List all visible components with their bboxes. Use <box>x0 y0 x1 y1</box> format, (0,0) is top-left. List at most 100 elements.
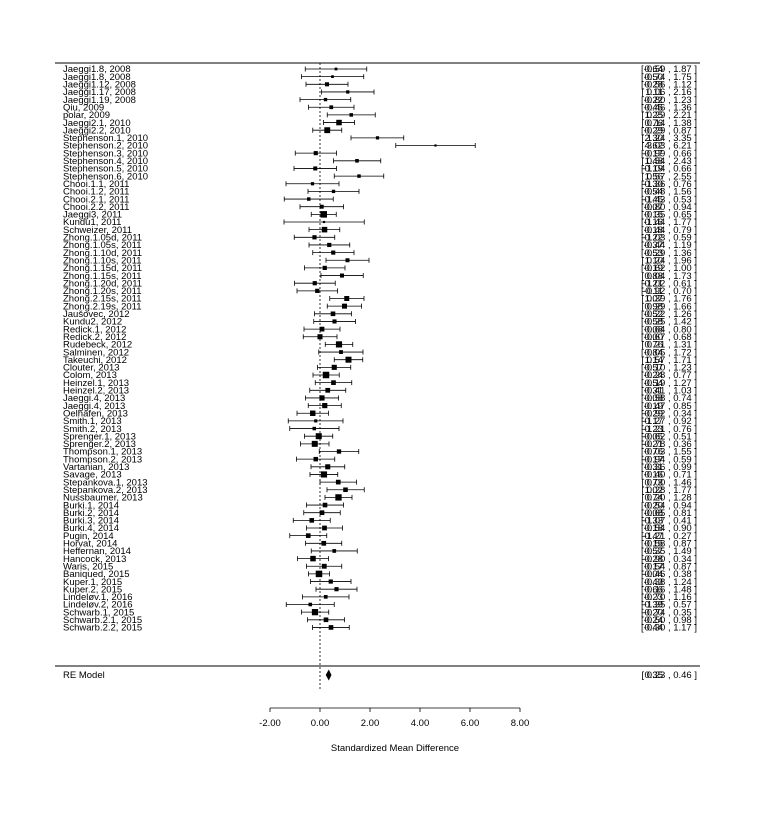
ci-values: [-1.43 , 0.53 ] <box>641 194 697 205</box>
estimate-value: 0.15 <box>645 539 664 550</box>
point-estimate <box>310 555 316 562</box>
estimate-value: 0.84 <box>645 347 664 358</box>
ci-values: [-0.38 , 1.24 ] <box>641 577 697 588</box>
estimate-value: 0.07 <box>645 202 664 213</box>
study-row: Stephenson.6, 2010 1.56[ 0.57 , 2.55 ] <box>63 171 697 182</box>
study-row: Kundu1, 2011 0.16[-1.44 , 1.77 ] <box>63 217 697 228</box>
point-estimate <box>328 625 334 630</box>
study-label: Heinzel.1, 2013 <box>63 378 129 389</box>
study-row: Redick.1, 2012 0.08[-0.64 , 0.80 ] <box>63 324 697 335</box>
study-row: Salminen, 2012 0.84[-0.05 , 1.72 ] <box>63 347 697 358</box>
ci-values: [-0.28 , 0.77 ] <box>641 370 697 381</box>
study-row: Zhong.2.15s, 2011 1.07[ 0.39 , 1.76 ] <box>63 294 697 305</box>
ci-values: [-0.25 , 1.42 ] <box>641 317 697 328</box>
study-label: Thompson.2, 2013 <box>63 454 142 465</box>
summary-row: RE Model 0.35[ 0.23 , 0.46 ] <box>63 669 697 681</box>
study-row: Smith.1, 2013 -0.17[-1.27 , 0.92 ] <box>63 416 697 427</box>
ci-values: [-0.54 , 0.90 ] <box>641 523 697 534</box>
x-tick-label: 0.00 <box>311 718 330 729</box>
ci-values: [ 0.29 , 2.21 ] <box>642 110 697 121</box>
point-estimate <box>332 549 337 553</box>
study-label: Zhong.1.10d, 2011 <box>63 248 142 259</box>
estimate-value: 0.16 <box>645 217 664 228</box>
ci-values: [-0.41 , 1.03 ] <box>641 386 697 397</box>
estimate-value: 0.20 <box>645 500 664 511</box>
study-row: Chooi.1.1, 2011 -0.30[-1.36 , 0.76 ] <box>63 179 697 190</box>
point-estimate <box>331 380 336 385</box>
point-estimate <box>313 151 318 156</box>
ci-values: [ 0.24 , 1.96 ] <box>642 255 697 266</box>
ci-values: [ 1.24 , 3.35 ] <box>642 133 697 144</box>
point-estimate <box>339 350 343 354</box>
study-row: Horvat, 2014 0.15[-0.58 , 0.87 ] <box>63 539 697 550</box>
study-row: Zhong.1.15s, 2011 0.88[ 0.04 , 1.73 ] <box>63 271 697 282</box>
study-label: Chooi.1.1, 2011 <box>63 179 129 190</box>
point-estimate <box>349 113 354 117</box>
study-row: Oelhafen, 2013 -0.29[-0.92 , 0.34 ] <box>63 408 697 419</box>
study-label: Jaeggi2.1, 2010 <box>63 118 131 129</box>
ci-values: [-0.65 , 0.81 ] <box>641 508 697 519</box>
ci-values: [-0.10 , 1.23 ] <box>641 363 697 374</box>
study-label: Jaeggi1.8, 2008 <box>63 64 131 75</box>
ci-values: [ 0.04 , 1.73 ] <box>642 271 697 282</box>
point-estimate <box>322 403 328 409</box>
study-label: polar, 2009 <box>63 110 110 121</box>
summary-estimate-value: 0.35 <box>645 670 664 681</box>
estimate-value: -0.17 <box>641 148 663 159</box>
study-row: Nussbaumer, 2013 0.74[ 0.20 , 1.28 ] <box>63 493 697 504</box>
study-label: Kuper.1, 2015 <box>63 577 122 588</box>
ci-values: [ 0.39 , 1.76 ] <box>642 294 697 305</box>
study-row: Heffernan, 2014 0.57[-0.35 , 1.49 ] <box>63 546 697 557</box>
study-row: Burki.1, 2014 0.20[-0.54 , 0.94 ] <box>63 500 697 511</box>
estimate-value: 0.31 <box>645 462 664 473</box>
ci-values: [-1.36 , 0.76 ] <box>641 179 697 190</box>
estimate-value: 0.24 <box>645 370 664 381</box>
ci-values: [-0.58 , 0.87 ] <box>641 539 697 550</box>
estimate-value: 0.23 <box>645 592 664 603</box>
study-label: Rudebeck, 2012 <box>63 340 132 351</box>
study-label: Jaušovec, 2012 <box>63 309 130 320</box>
ci-values: [-0.74 , 0.35 ] <box>641 607 697 618</box>
ci-values: [-0.94 , 0.59 ] <box>641 454 697 465</box>
point-estimate <box>325 387 331 393</box>
ci-values: [-0.54 , 0.94 ] <box>641 500 697 511</box>
study-label: Jaeggi3, 2011 <box>63 210 122 221</box>
ci-values: [-0.03 , 1.55 ] <box>641 447 697 458</box>
study-row: Sprenger.1, 2013 -0.05[-0.62 , 0.51 ] <box>63 431 697 442</box>
ci-values: [-0.48 , 1.56 ] <box>641 187 697 198</box>
study-row: Stephenson.1, 2010 2.30[ 1.24 , 3.35 ] <box>63 133 697 144</box>
study-row: Takeuchi, 2012 1.14[ 0.57 , 1.71 ] <box>63 355 697 366</box>
study-row: Schwarb.1, 2015 -0.20[-0.74 , 0.35 ] <box>63 607 697 618</box>
study-row: Zhong.2.19s, 2011 0.98[ 0.29 , 1.66 ] <box>63 301 697 312</box>
study-row: Jaeggi1.8, 2008 0.50[-0.74 , 1.75 ] <box>63 72 697 83</box>
summary-label: RE Model <box>63 670 105 681</box>
estimate-value: -0.47 <box>641 531 663 542</box>
study-row: Rudebeck, 2012 0.76[ 0.21 , 1.31 ] <box>63 340 697 351</box>
study-row: Zhong.1.20s, 2011 -0.11[-0.92 , 0.70 ] <box>63 286 697 297</box>
study-label: Zhong.1.15d, 2011 <box>63 263 142 274</box>
estimate-value: 0.50 <box>645 72 664 83</box>
ci-values: [-0.56 , 1.12 ] <box>641 80 697 91</box>
ci-values: [ 0.28 , 1.77 ] <box>642 485 697 496</box>
study-label: Redick.1, 2012 <box>63 324 126 335</box>
point-estimate <box>313 166 318 171</box>
study-label: Zhong.2.19s, 2011 <box>63 301 142 312</box>
ci-values: [-0.16 , 1.48 ] <box>641 584 697 595</box>
study-row: Schwarb.2.1, 2015 0.24[-0.50 , 0.98 ] <box>63 615 697 626</box>
estimate-value: -0.29 <box>641 408 663 419</box>
study-label: Zhong.1.10s, 2011 <box>63 255 142 266</box>
point-estimate <box>324 82 330 87</box>
study-row: Kuper.2, 2015 0.66[-0.16 , 1.48 ] <box>63 584 697 595</box>
estimate-value: 0.28 <box>645 80 664 91</box>
study-label: Kundu2, 2012 <box>63 317 122 328</box>
point-estimate <box>321 226 328 233</box>
estimate-value: 1.11 <box>645 87 663 98</box>
study-label: Oelhafen, 2013 <box>63 408 128 419</box>
study-label: Vartanian, 2013 <box>63 462 129 473</box>
estimate-value: 0.53 <box>645 248 664 259</box>
study-label: Burki.2, 2014 <box>63 508 119 519</box>
study-label: Stepankova.2, 2013 <box>63 485 148 496</box>
study-label: Stephenson.6, 2010 <box>63 171 148 182</box>
ci-values: [-1.44 , 1.77 ] <box>641 217 697 228</box>
ci-values: [ 0.14 , 1.38 ] <box>642 118 697 129</box>
